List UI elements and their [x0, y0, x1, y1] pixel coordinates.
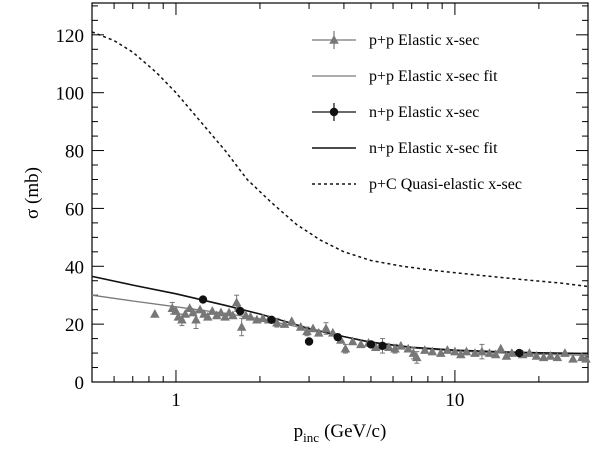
axis-ticks: [91, 3, 589, 383]
data-point: [211, 310, 222, 320]
data-point: [150, 309, 160, 318]
data-point: [456, 349, 466, 359]
series-line: [91, 31, 589, 288]
data-point: [236, 322, 247, 331]
legend-label: n+p Elastic x-sec: [369, 104, 479, 121]
legend-label: p+C Quasi-elastic x-sec: [369, 176, 522, 193]
data-point: [490, 349, 501, 359]
y-tick-label: 40: [65, 257, 84, 278]
x-axis-label: pinc (GeV/c): [294, 421, 387, 445]
data-point: [304, 337, 314, 346]
data-point: [378, 341, 387, 351]
series-p-c-quasi-elastic-x-sec: [91, 31, 589, 288]
legend-entry: p+p Elastic x-sec fit: [312, 68, 498, 85]
data-point: [308, 323, 318, 333]
data-point: [552, 352, 563, 362]
legend-label: p+p Elastic x-sec: [369, 32, 479, 49]
data-point: [216, 307, 226, 317]
data-point: [180, 309, 191, 318]
data-point: [436, 348, 446, 357]
y-tick-label: 100: [56, 84, 85, 105]
x-tick-label: 10: [445, 390, 464, 411]
data-point: [461, 346, 472, 356]
data-point: [366, 340, 376, 349]
data-point: [384, 342, 394, 352]
data-point: [538, 352, 549, 362]
data-point: [340, 343, 351, 353]
data-point: [258, 313, 268, 323]
legend-entry: n+p Elastic x-sec fit: [312, 140, 498, 157]
y-tick-label: 120: [56, 26, 85, 47]
data-point: [188, 307, 198, 317]
data-point: [470, 348, 480, 357]
series-n-p-elastic-x-sec: [198, 295, 524, 358]
legend-entry: p+C Quasi-elastic x-sec: [312, 176, 522, 193]
data-point: [545, 350, 556, 360]
y-tick-label: 60: [65, 199, 84, 220]
legend-label: p+p Elastic x-sec fit: [369, 68, 498, 85]
data-point: [295, 322, 306, 331]
data-point: [356, 339, 366, 349]
data-point: [286, 316, 297, 325]
data-point: [396, 340, 406, 350]
data-point: [207, 306, 218, 315]
data-point: [329, 35, 339, 44]
data-point: [501, 350, 512, 360]
data-point: [420, 345, 430, 354]
x-tick-label: 1: [171, 390, 181, 411]
data-point: [531, 350, 542, 360]
data-point: [390, 343, 400, 353]
x-axis-label-subscript: inc: [303, 430, 319, 445]
data-point: [403, 343, 413, 353]
legend-entry: p+p Elastic x-sec: [312, 31, 479, 49]
data-point: [484, 348, 495, 357]
data-point: [195, 304, 205, 314]
data-point: [514, 348, 524, 358]
data-point: [245, 311, 256, 321]
legend: p+p Elastic x-sec p+p Elastic x-sec fit n+…: [312, 31, 522, 193]
series-layer: [91, 31, 591, 364]
data-point: [333, 332, 342, 342]
data-point: [496, 343, 506, 353]
x-axis-label-main: p: [294, 421, 304, 442]
data-point: [198, 295, 208, 304]
data-point: [427, 346, 438, 356]
y-axis-label: σ (mb): [22, 167, 43, 219]
data-point: [581, 353, 591, 363]
legend-label: n+p Elastic x-sec fit: [369, 140, 498, 157]
data-point: [450, 346, 460, 356]
data-point: [370, 342, 381, 352]
data-point: [412, 352, 422, 362]
data-point: [507, 348, 517, 357]
y-tick-label: 80: [65, 142, 84, 163]
data-point: [203, 311, 213, 321]
series-p-p-elastic-x-sec: [150, 294, 591, 364]
data-point: [279, 319, 290, 328]
y-tick-label: 20: [65, 315, 84, 336]
data-point: [177, 314, 187, 324]
data-point: [272, 317, 282, 327]
data-point: [442, 345, 453, 354]
data-point: [314, 327, 324, 337]
data-point: [267, 315, 276, 324]
data-point: [568, 353, 578, 363]
data-point: [302, 326, 312, 336]
legend-entry: n+p Elastic x-sec: [312, 103, 479, 121]
data-point: [236, 306, 245, 316]
y-tick-label: 0: [75, 373, 85, 394]
data-point: [560, 348, 570, 357]
x-axis-label-unit: (GeV/c): [324, 421, 386, 442]
data-point: [228, 310, 238, 320]
data-point: [524, 348, 535, 357]
data-point: [347, 336, 358, 346]
data-point: [191, 314, 201, 324]
data-point: [329, 107, 339, 117]
data-point: [477, 346, 487, 356]
data-point: [321, 323, 331, 333]
